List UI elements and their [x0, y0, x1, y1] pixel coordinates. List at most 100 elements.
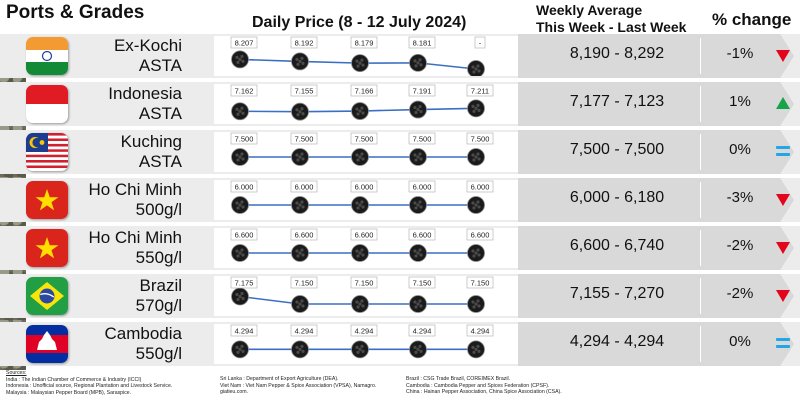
value-label: 7.500 — [466, 132, 494, 145]
daily-price-chart-box: 4.294 4.294 4.294 4.294 4.294 — [214, 324, 518, 364]
svg-text:6.000: 6.000 — [413, 182, 432, 191]
india-flag-icon — [26, 37, 68, 75]
grade-name: 570g/l — [135, 296, 182, 315]
value-label: 8.207 — [230, 36, 258, 49]
svg-text:6.600: 6.600 — [355, 230, 374, 239]
svg-text:7.162: 7.162 — [235, 86, 254, 95]
percent-change-value: -3% — [726, 189, 754, 206]
value-label: 8.181 — [408, 36, 436, 49]
port-grade-label: Ho Chi Minh 550g/l — [70, 228, 182, 268]
port-grade-label: Brazil 570g/l — [70, 276, 182, 316]
source-line: India : The Indian Chamber of Commerce &… — [6, 376, 142, 383]
up-triangle-icon — [772, 96, 794, 112]
svg-text:7.500: 7.500 — [413, 134, 432, 143]
port-name: Kuching — [120, 132, 182, 151]
value-label: 4.294 — [230, 324, 258, 337]
grade-name: ASTA — [138, 56, 182, 75]
svg-text:8.181: 8.181 — [413, 38, 432, 47]
weekly-average-range: 7,500 - 7,500 — [569, 141, 665, 158]
daily-price-line-chart: 8.207 8.192 8.179 8.181 - — [230, 36, 486, 76]
value-label: 6.000 — [290, 180, 318, 193]
value-label: 6.600 — [408, 228, 436, 241]
value-label: 7.166 — [350, 84, 378, 97]
port-name: Ex-Kochi — [113, 36, 182, 55]
source-line: Cambodia : Cambodia Pepper and Spices Fe… — [406, 382, 550, 389]
value-label: 6.600 — [350, 228, 378, 241]
percent-change-value: -2% — [726, 237, 754, 254]
price-row: Ho Chi Minh 550g/l 6.600 6.600 6.600 6.600 6.6… — [0, 226, 800, 270]
port-name: Cambodia — [104, 324, 183, 343]
brazil-flag-icon — [26, 277, 68, 315]
value-label: 7.150 — [408, 276, 436, 289]
weekly-arrow-panel — [518, 82, 794, 126]
port-grade-label: Cambodia 550g/l — [70, 324, 183, 364]
svg-text:7.500: 7.500 — [471, 134, 490, 143]
source-line: Sri Lanka : Department of Export Agricul… — [220, 376, 339, 382]
grade-name: 550g/l — [135, 344, 182, 363]
value-label: 7.500 — [350, 132, 378, 145]
value-label: 7.500 — [230, 132, 258, 145]
price-row: Cambodia 550g/l 4.294 4.294 4.294 4.294 4.294 4… — [0, 322, 800, 366]
svg-text:8.207: 8.207 — [235, 38, 254, 47]
sources-title: Sources: — [6, 370, 27, 376]
percent-change-value: 1% — [729, 93, 751, 110]
svg-text:8.192: 8.192 — [295, 38, 314, 47]
weekly-arrow-panel — [518, 178, 794, 222]
value-label: 7.175 — [230, 276, 258, 289]
value-label: 7.500 — [290, 132, 318, 145]
vietnam-flag-icon — [26, 181, 68, 219]
column-divider — [700, 182, 701, 218]
value-label: 7.500 — [408, 132, 436, 145]
price-row: Indonesia ASTA 7.162 7.155 7.166 7.191 7.211 7,… — [0, 82, 800, 126]
svg-text:7.175: 7.175 — [235, 278, 254, 287]
percent-change-value: 0% — [729, 141, 751, 158]
column-divider — [700, 230, 701, 266]
source-line: Viet Nam : Viet Nam Pepper & Spice Assoc… — [220, 382, 377, 389]
svg-text:7.166: 7.166 — [355, 86, 374, 95]
daily-price-chart-box: 7.162 7.155 7.166 7.191 7.211 — [214, 84, 518, 124]
svg-text:6.000: 6.000 — [355, 182, 374, 191]
weekly-arrow-panel — [518, 130, 794, 174]
percent-change-value: -2% — [726, 285, 754, 302]
daily-price-line-chart: 7.175 7.150 7.150 7.150 7.150 — [230, 276, 494, 313]
weekly-average-range: 7,155 - 7,270 — [569, 285, 665, 302]
svg-text:6.000: 6.000 — [295, 182, 314, 191]
svg-text:6.600: 6.600 — [235, 230, 254, 239]
svg-text:4.294: 4.294 — [235, 326, 254, 335]
value-label: 7.191 — [408, 84, 436, 97]
value-label: 6.600 — [466, 228, 494, 241]
svg-text:6.600: 6.600 — [413, 230, 432, 239]
svg-text:8.179: 8.179 — [355, 38, 374, 47]
column-divider — [700, 38, 701, 74]
daily-price-chart-box: 7.175 7.150 7.150 7.150 7.150 — [214, 276, 518, 316]
svg-text:6.600: 6.600 — [471, 230, 490, 239]
column-divider — [700, 278, 701, 314]
source-line: Malaysia : Malaysian Pepper Board (MPB),… — [6, 389, 132, 396]
price-row: Brazil 570g/l 7.175 7.150 7.150 7.150 7.150 7,1… — [0, 274, 800, 318]
column-divider — [700, 86, 701, 122]
svg-text:7.211: 7.211 — [471, 86, 489, 95]
sources-col-3: Brazil : CSG Trade Brazil, COREIMEX Braz… — [406, 376, 606, 396]
port-name: Brazil — [139, 276, 182, 295]
down-triangle-icon — [772, 192, 794, 208]
percent-change-value: -1% — [726, 45, 754, 62]
weekly-arrow-panel — [518, 226, 794, 270]
value-label: 7.150 — [290, 276, 318, 289]
port-name: Indonesia — [108, 84, 182, 103]
daily-price-chart-box: 6.600 6.600 6.600 6.600 6.600 — [214, 228, 518, 268]
daily-price-line-chart: 6.000 6.000 6.000 6.000 6.000 — [230, 180, 494, 214]
price-row: Ex-Kochi ASTA 8.207 8.192 8.179 8.181 - 8,190 -… — [0, 34, 800, 78]
weekly-header-line1: Weekly Average — [536, 2, 643, 18]
svg-text:-: - — [479, 38, 482, 47]
weekly-arrow-panel — [518, 274, 794, 318]
source-line: China : Hainan Pepper Association, China… — [406, 389, 562, 396]
pct-change-header: % change — [712, 10, 792, 29]
malaysia-flag-icon — [26, 133, 68, 171]
weekly-average-range: 7,177 - 7,123 — [569, 93, 665, 110]
grade-name: ASTA — [138, 152, 182, 171]
daily-price-line-chart: 6.600 6.600 6.600 6.600 6.600 — [230, 228, 494, 262]
percent-change-value: 0% — [729, 333, 751, 350]
value-label: 7.162 — [230, 84, 258, 97]
daily-price-line-chart: 4.294 4.294 4.294 4.294 4.294 — [230, 324, 494, 359]
value-label: 8.179 — [350, 36, 378, 49]
